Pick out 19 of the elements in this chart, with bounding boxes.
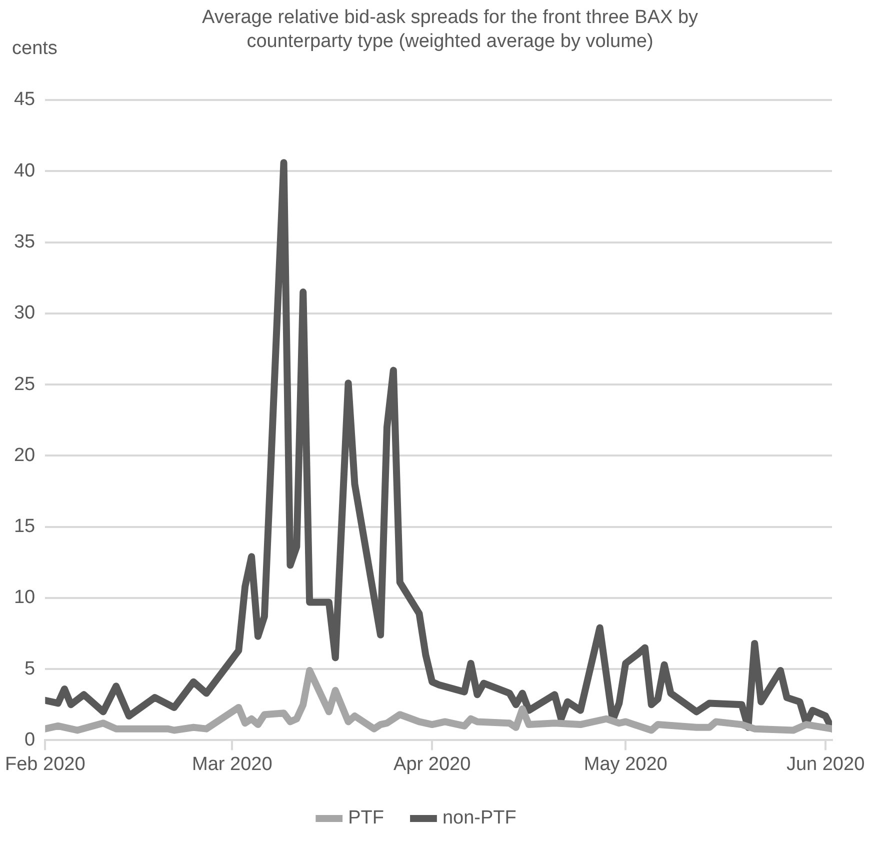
legend-label: non-PTF <box>442 808 516 829</box>
legend-label: PTF <box>348 808 384 829</box>
y-tick-label: 20 <box>14 444 36 466</box>
y-tick-label: 45 <box>14 89 36 110</box>
y-tick-label: 25 <box>14 374 36 395</box>
y-axis-title: cents <box>12 38 58 60</box>
x-tick-label: May 2020 <box>584 754 668 775</box>
x-tick-label: Apr 2020 <box>394 754 471 775</box>
chart-title: Average relative bid-ask spreads for the front three BAX by counterparty type (weighted average by volume) <box>200 6 700 54</box>
y-tick-label: 35 <box>14 232 36 252</box>
y-tick-label: 5 <box>24 658 36 680</box>
y-tick-label: 30 <box>14 302 36 324</box>
y-tick-label: 0 <box>24 729 36 750</box>
x-tick-label: Mar 2020 <box>192 754 272 775</box>
y-tick-label: 40 <box>14 160 36 182</box>
x-tick-label: Jun 2020 <box>786 754 865 775</box>
y-tick-label: 15 <box>14 516 36 538</box>
y-tick-label: 10 <box>14 587 36 608</box>
x-tick-label: Feb 2020 <box>4 754 86 775</box>
